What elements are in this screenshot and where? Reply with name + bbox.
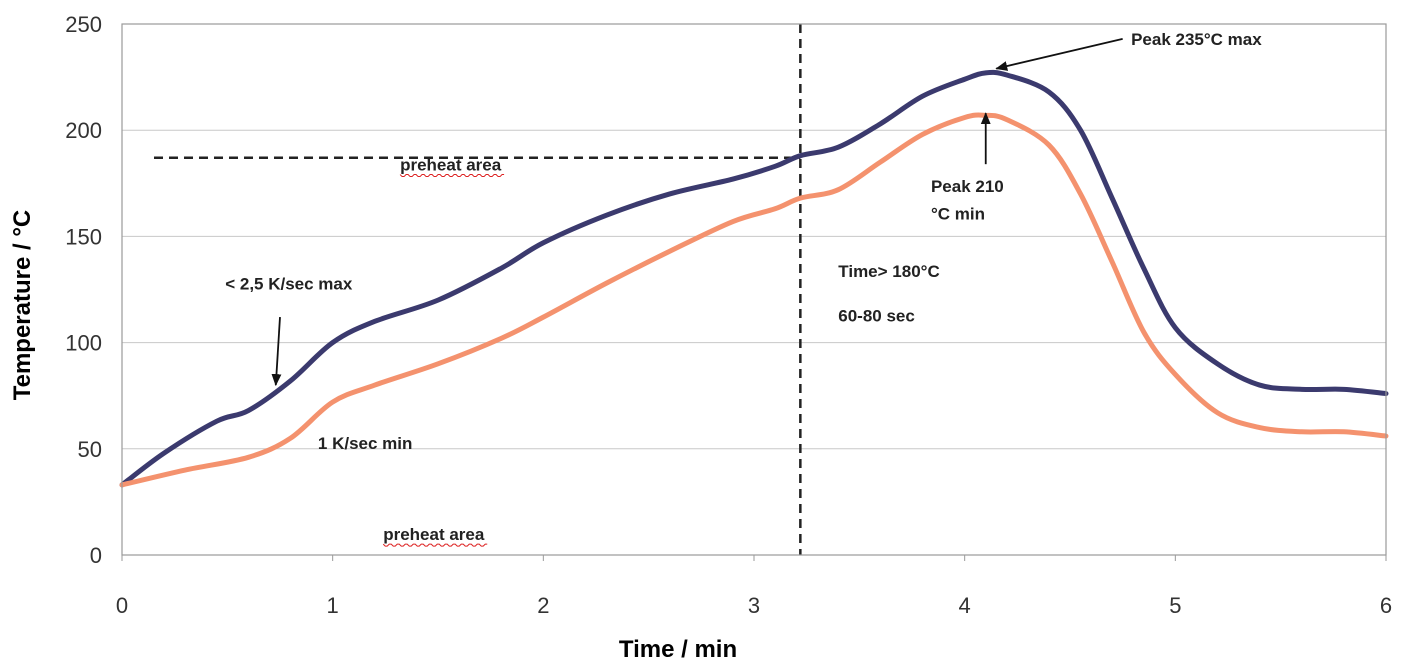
y-tick-label: 200	[65, 118, 102, 143]
annotation-label: Time> 180°C	[838, 262, 939, 281]
series-line-max	[119, 69, 1389, 488]
annotation-label: °C min	[931, 204, 985, 223]
data-series	[119, 69, 1389, 488]
annotation-label: preheat area	[400, 156, 502, 175]
annotation-label: preheat area	[383, 525, 485, 544]
annotation-arrow	[995, 37, 1123, 71]
spellcheck-underline	[382, 543, 488, 547]
reference-lines	[154, 24, 802, 555]
x-tick-label: 4	[959, 593, 971, 618]
y-tick-label: 0	[90, 543, 102, 568]
annotation-label: Peak 235°C max	[1131, 30, 1262, 49]
x-axis-title: Time / min	[619, 636, 737, 663]
x-tick-label: 1	[327, 593, 339, 618]
y-axis-title: Temperature / °C	[9, 210, 36, 401]
x-tick-label: 2	[537, 593, 549, 618]
annotation-arrow	[271, 317, 282, 387]
y-tick-label: 100	[65, 331, 102, 356]
annotation-label: 60-80 sec	[838, 306, 915, 325]
annotations: preheat area preheat area < 2,5 K/sec max 1…	[225, 30, 1262, 547]
gridlines	[122, 23, 1386, 450]
annotation-arrows	[271, 37, 1123, 387]
series-line-min	[119, 112, 1389, 488]
y-tick-label: 250	[65, 12, 102, 37]
y-tick-label: 50	[78, 437, 102, 462]
annotation-label: 1 K/sec min	[318, 434, 413, 453]
x-tick-label: 0	[116, 593, 128, 618]
y-tick-label: 150	[65, 224, 102, 249]
annotation-label: Peak 210	[931, 177, 1004, 196]
axes: 0 50 100 150 200 250 0 1 2 3 4 5 6	[65, 12, 1392, 618]
spellcheck-underline	[399, 174, 505, 178]
annotation-label: < 2,5 K/sec max	[225, 275, 353, 294]
x-tick-label: 6	[1380, 593, 1392, 618]
x-tick-label: 3	[748, 593, 760, 618]
x-tick-label: 5	[1169, 593, 1181, 618]
